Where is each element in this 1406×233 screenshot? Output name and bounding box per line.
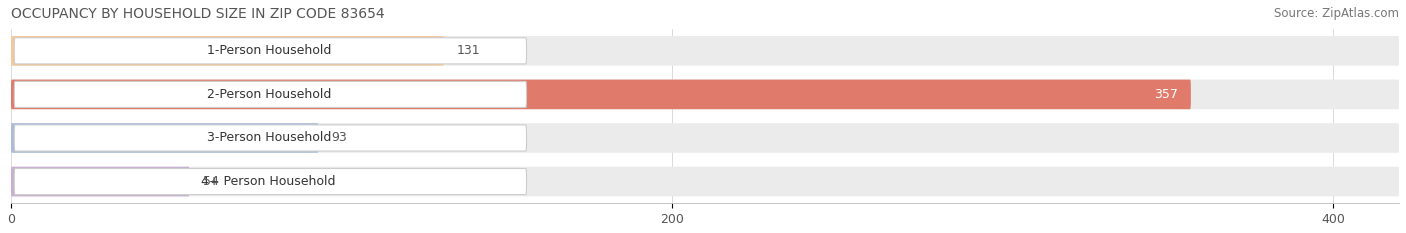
Text: 2-Person Household: 2-Person Household bbox=[207, 88, 330, 101]
FancyBboxPatch shape bbox=[11, 123, 318, 153]
FancyBboxPatch shape bbox=[11, 123, 1399, 153]
FancyBboxPatch shape bbox=[11, 167, 1399, 196]
Text: 1-Person Household: 1-Person Household bbox=[207, 44, 330, 57]
FancyBboxPatch shape bbox=[14, 125, 526, 151]
Text: Source: ZipAtlas.com: Source: ZipAtlas.com bbox=[1274, 7, 1399, 20]
FancyBboxPatch shape bbox=[11, 80, 1399, 109]
Text: 357: 357 bbox=[1154, 88, 1178, 101]
FancyBboxPatch shape bbox=[11, 36, 1399, 66]
Text: 131: 131 bbox=[457, 44, 481, 57]
FancyBboxPatch shape bbox=[14, 81, 526, 107]
FancyBboxPatch shape bbox=[14, 168, 526, 195]
FancyBboxPatch shape bbox=[11, 167, 190, 196]
Text: 54: 54 bbox=[202, 175, 218, 188]
Text: 93: 93 bbox=[332, 131, 347, 144]
FancyBboxPatch shape bbox=[14, 38, 526, 64]
FancyBboxPatch shape bbox=[11, 80, 1191, 109]
FancyBboxPatch shape bbox=[11, 36, 444, 66]
Text: 3-Person Household: 3-Person Household bbox=[207, 131, 330, 144]
Text: OCCUPANCY BY HOUSEHOLD SIZE IN ZIP CODE 83654: OCCUPANCY BY HOUSEHOLD SIZE IN ZIP CODE … bbox=[11, 7, 385, 21]
Text: 4+ Person Household: 4+ Person Household bbox=[201, 175, 336, 188]
